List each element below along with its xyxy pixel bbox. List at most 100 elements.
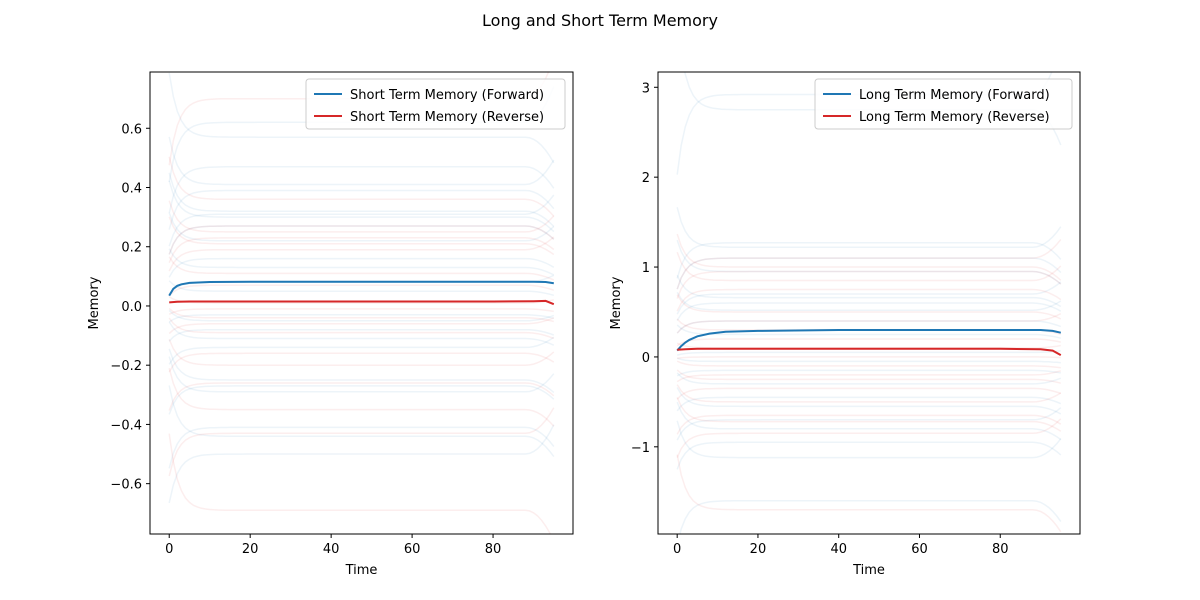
faint-forward-line — [676, 239, 1062, 285]
faint-forward-line — [168, 309, 555, 322]
faint-forward-line — [676, 396, 1062, 412]
legend-entry-label: Long Term Memory (Forward) — [859, 88, 1050, 103]
faint-forward-line — [168, 189, 555, 230]
faint-reverse-line — [676, 270, 1062, 299]
faint-reverse-line — [676, 338, 1061, 347]
faint-forward-line — [168, 321, 555, 346]
faint-reverse-line — [168, 308, 554, 315]
y-tick-label: 0.0 — [121, 300, 142, 315]
faint-forward-line — [168, 166, 555, 214]
faint-forward-line — [168, 172, 555, 228]
faint-reverse-line — [168, 200, 555, 233]
faint-forward-line — [168, 336, 555, 365]
axes-frame-1 — [657, 71, 1081, 535]
faint-forward-line — [676, 407, 1062, 441]
faint-reverse-line — [676, 294, 1062, 320]
faint-forward-line — [168, 328, 555, 342]
faint-reverse-line — [168, 225, 555, 255]
y-tick-label: 0 — [642, 351, 650, 366]
faint-forward-line — [168, 385, 555, 415]
x-axis-label: Time — [852, 563, 885, 578]
faint-reverse-line — [168, 382, 555, 411]
faint-forward-line — [676, 387, 1062, 415]
faint-forward-line — [676, 274, 1062, 308]
y-tick-label: 2 — [642, 171, 650, 186]
faint-forward-line — [168, 136, 555, 186]
x-tick-label: 40 — [323, 542, 340, 557]
faint-forward-line — [168, 424, 555, 504]
faint-forward-line — [676, 291, 1062, 311]
y-tick-label: −0.6 — [110, 478, 142, 493]
faint-reverse-line — [168, 237, 555, 264]
faint-reverse-line — [168, 317, 555, 335]
faint-forward-line — [676, 257, 1062, 290]
x-tick-label: 40 — [830, 542, 847, 557]
faint-forward-line — [676, 324, 1061, 339]
faint-forward-line — [168, 212, 555, 242]
series-line-reverse — [169, 299, 555, 306]
faint-forward-line — [168, 257, 555, 278]
faint-reverse-line — [677, 356, 1061, 360]
legend-entry-label: Short Term Memory (Forward) — [350, 88, 544, 103]
faint-reverse-line — [676, 313, 1062, 334]
faint-reverse-line — [168, 216, 555, 256]
figure-title: Long and Short Term Memory — [482, 11, 718, 30]
legend-entry-label: Short Term Memory (Reverse) — [350, 110, 544, 125]
x-tick-label: 60 — [911, 542, 928, 557]
series-line-forward — [676, 329, 1062, 352]
faint-reverse-line — [676, 397, 1062, 432]
x-tick-label: 20 — [750, 542, 767, 557]
faint-reverse-line — [676, 239, 1062, 290]
faint-reverse-line — [676, 369, 1061, 384]
faint-reverse-line — [168, 256, 555, 281]
faint-forward-line — [168, 280, 554, 297]
faint-reverse-line — [168, 368, 555, 427]
faint-forward-line — [168, 314, 554, 323]
faint-forward-line — [679, 499, 1062, 534]
legend-0: Short Term Memory (Forward) Short Term Me… — [305, 78, 566, 130]
faint-reverse-line — [168, 236, 555, 272]
faint-reverse-line — [676, 360, 1061, 369]
faint-reverse-line — [676, 418, 1062, 458]
y-tick-label: −1 — [631, 441, 650, 456]
faint-forward-line — [676, 441, 1062, 470]
x-tick-label: 0 — [165, 542, 173, 557]
legend-entry-label: Long Term Memory (Reverse) — [859, 110, 1050, 125]
faint-forward-line — [676, 207, 1062, 249]
y-tick-label: 0.2 — [121, 241, 142, 256]
faint-reverse-line — [676, 342, 1061, 349]
faint-forward-line — [676, 242, 1062, 279]
faint-forward-line — [676, 369, 1061, 377]
y-tick-label: −0.2 — [110, 359, 142, 374]
faint-forward-line — [168, 72, 555, 164]
y-tick-label: −0.4 — [110, 418, 142, 433]
faint-forward-line — [676, 302, 1062, 321]
faint-reverse-line — [168, 307, 554, 323]
faint-forward-line — [168, 426, 555, 469]
faint-reverse-line — [168, 339, 555, 366]
y-tick-label: 0.6 — [121, 122, 142, 137]
faint-reverse-line — [168, 407, 555, 477]
faint-forward-line — [168, 180, 555, 233]
faint-reverse-line — [676, 414, 1062, 435]
faint-reverse-line — [168, 156, 555, 217]
faint-reverse-line — [168, 284, 555, 297]
plot-area-0 — [168, 72, 555, 534]
faint-reverse-line — [676, 454, 1062, 533]
faint-forward-line — [677, 350, 1061, 356]
faint-reverse-line — [168, 352, 555, 373]
series-line-reverse — [677, 347, 1062, 356]
faint-reverse-line — [168, 296, 554, 304]
faint-forward-line — [676, 372, 1062, 385]
faint-forward-line — [676, 401, 1062, 441]
axes-frame-0 — [149, 71, 574, 535]
y-tick-label: 1 — [642, 261, 650, 276]
y-tick-label: 0.4 — [121, 182, 142, 197]
faint-forward-line — [168, 385, 555, 458]
x-tick-label: 60 — [404, 542, 421, 557]
y-axis-label: Memory — [609, 276, 624, 329]
faint-forward-line — [676, 320, 1062, 334]
x-tick-label: 0 — [673, 542, 681, 557]
